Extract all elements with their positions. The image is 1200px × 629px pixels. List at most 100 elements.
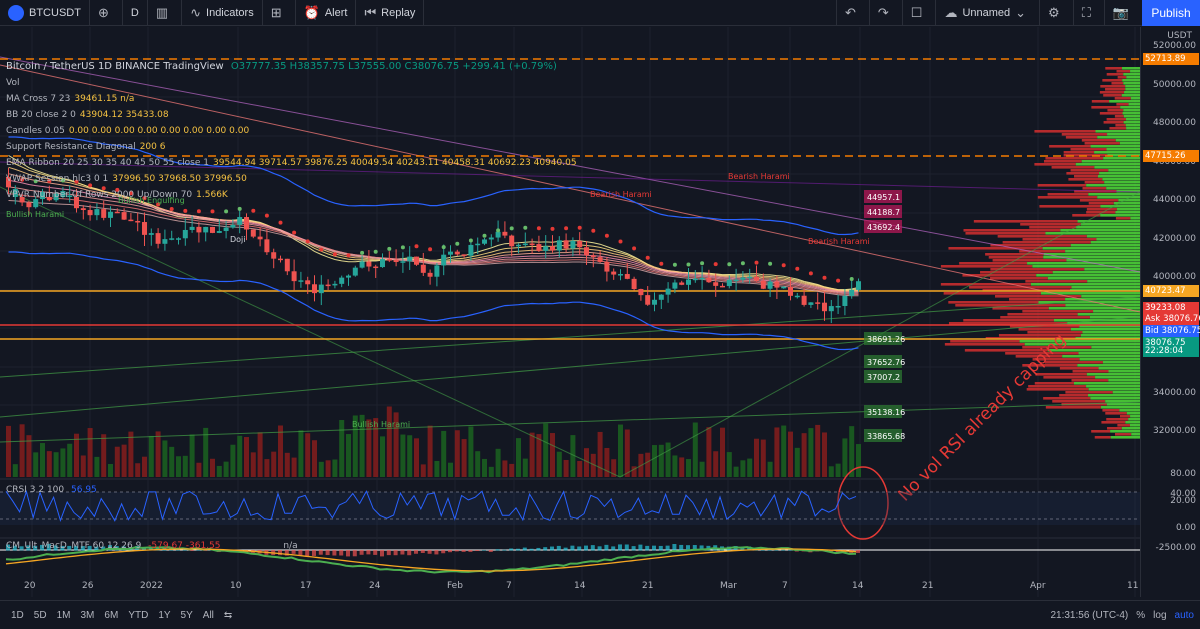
range-button[interactable]: 3M [80, 609, 95, 621]
macd-hist-bar [631, 546, 636, 551]
redo-button[interactable]: ↷ [868, 0, 902, 26]
legend-indicator-row[interactable]: Support Resistance Diagonal 200 6 [6, 139, 577, 155]
vpvr-bar [1126, 127, 1140, 130]
chart-style-button[interactable]: ▥ [148, 0, 183, 26]
symbol-search[interactable]: BTCUSDT [0, 0, 90, 26]
legend-indicator-row[interactable]: EMA Ribbon 20 25 30 35 40 45 50 55 close… [6, 155, 577, 171]
macd-hist-bar [346, 550, 350, 557]
volume-bar [618, 424, 623, 477]
ma-dot [128, 191, 133, 196]
alert-button[interactable]: ⏰ Alert [296, 0, 357, 26]
candle-body [543, 246, 549, 251]
vpvr-bar [1088, 394, 1140, 397]
macd-hist-bar [332, 550, 337, 556]
snapshot-button[interactable]: 📷 [1103, 0, 1142, 26]
volume-bar [720, 427, 725, 477]
vpvr-bar [955, 304, 1066, 307]
range-button[interactable]: 5D [33, 609, 47, 621]
settings-button[interactable]: ⚙ [1039, 0, 1073, 26]
symbol-label: BTCUSDT [29, 6, 81, 19]
range-button[interactable]: 5Y [180, 609, 193, 621]
level-box-label: 37007.2 [867, 373, 900, 382]
level-box: 37652.76 [864, 355, 905, 368]
indicator-values: 1.566K [196, 190, 228, 200]
candle-body [67, 195, 73, 197]
level-box-bg [864, 332, 902, 345]
legend-indicator-row[interactable]: VPVR Number Of Rows 2000 Up/Down 70 1.566… [6, 187, 577, 203]
ma-dot [115, 187, 120, 192]
crsi-pane [0, 489, 1140, 525]
vpvr-bar [1040, 292, 1140, 295]
vpvr-bar [1068, 178, 1103, 181]
volume-bar [699, 461, 705, 477]
level-box-label: 35138.16 [867, 408, 905, 417]
volume-bar [325, 460, 331, 477]
auto-toggle[interactable]: auto [1174, 610, 1194, 621]
date-range-icon[interactable]: ⇆ [223, 609, 233, 621]
candle-body [230, 224, 236, 228]
macd-hist-bar [638, 544, 643, 551]
clock-label[interactable]: 21:31:56 (UTC-4) [1050, 610, 1129, 621]
publish-button[interactable]: Publish [1142, 0, 1200, 26]
legend-indicator-row[interactable]: BB 20 close 2 0 43904.12 35433.08 [6, 107, 577, 123]
percent-toggle[interactable]: % [1136, 610, 1146, 621]
vpvr-bar [1082, 187, 1107, 190]
candle-body [305, 280, 311, 285]
macd-hist-bar [699, 545, 704, 551]
time-axis[interactable]: 20 26 2022 10 17 24 Feb 7 14 21 Mar 7 14 21 Apr 11 [0, 581, 1140, 597]
legend-indicator-row[interactable]: MA Cross 7 23 39461.15 n/a [6, 91, 577, 107]
range-button[interactable]: 1M [56, 609, 71, 621]
macd-hist-bar [740, 546, 745, 551]
replay-button[interactable]: ⏮ Replay [356, 0, 425, 26]
range-button[interactable]: All [202, 609, 214, 621]
vpvr-bar [1000, 316, 1090, 319]
templates-button[interactable]: ⊞ [263, 0, 296, 26]
ma-dot [550, 226, 555, 231]
vpvr-bar [1047, 277, 1140, 280]
compare-button[interactable]: ⊕ [90, 0, 123, 26]
candle-body [400, 261, 406, 263]
vpvr-bar [1037, 184, 1087, 187]
vpvr-bar [1088, 388, 1140, 391]
candle-body [148, 233, 154, 235]
fullscreen-button[interactable]: ⛶ [1072, 0, 1104, 26]
legend-indicator-row[interactable]: Vol [6, 75, 577, 91]
level-box: 44188.7 [864, 205, 902, 218]
legend-indicator-row[interactable]: VWAP Session hlc3 0 1 37996.50 37968.50 3… [6, 171, 577, 187]
volume-bar [815, 424, 821, 477]
price-axis[interactable]: USDT 52000.00 50000.00 48000.00 46000.00 440… [1140, 27, 1200, 597]
candle-body [835, 305, 841, 308]
save-layout-button[interactable]: ☁ Unnamed ⌄ [935, 0, 1039, 26]
vpvr-bar [959, 262, 1028, 265]
ma-dot [632, 246, 637, 251]
gear-icon: ⚙ [1048, 5, 1060, 20]
vpvr-bar [1125, 421, 1140, 424]
candle-body [101, 209, 107, 218]
interval-button[interactable]: D [123, 0, 148, 26]
legend-indicator-row[interactable]: Candles 0.05 0.00 0.00 0.00 0.00 0.00 0.0… [6, 123, 577, 139]
range-button[interactable]: 6M [104, 609, 119, 621]
indicators-button[interactable]: ∿ Indicators [182, 0, 263, 26]
undo-button[interactable]: ↶ [835, 0, 869, 26]
range-button[interactable]: 1D [11, 609, 24, 621]
chart-area[interactable]: 44957.1 44188.7 43692.4 38691.26 37652.76 370… [0, 27, 1140, 597]
range-button[interactable]: 1Y [158, 609, 171, 621]
volume-bar [788, 431, 793, 477]
candle-body [332, 283, 338, 286]
range-button[interactable]: YTD [128, 609, 149, 621]
macd-hist-bar [298, 550, 303, 556]
log-toggle[interactable]: log [1153, 610, 1167, 621]
time-tick: 7 [506, 581, 512, 591]
chart-canvas[interactable]: 44957.1 44188.7 43692.4 38691.26 37652.76 370… [0, 27, 1140, 597]
layout-button[interactable]: ☐ [901, 0, 936, 26]
vpvr-bar [1070, 148, 1107, 151]
macd-hist-bar [101, 546, 106, 551]
volume-bar [652, 445, 657, 477]
grid-icon: ⊞ [270, 4, 282, 20]
volume-bar [19, 424, 25, 477]
volume-bar [584, 448, 589, 477]
currency-label[interactable]: USDT [1167, 31, 1192, 41]
vpvr-bar [985, 253, 1044, 256]
candle-body [726, 279, 732, 287]
volume-bar [67, 443, 73, 477]
